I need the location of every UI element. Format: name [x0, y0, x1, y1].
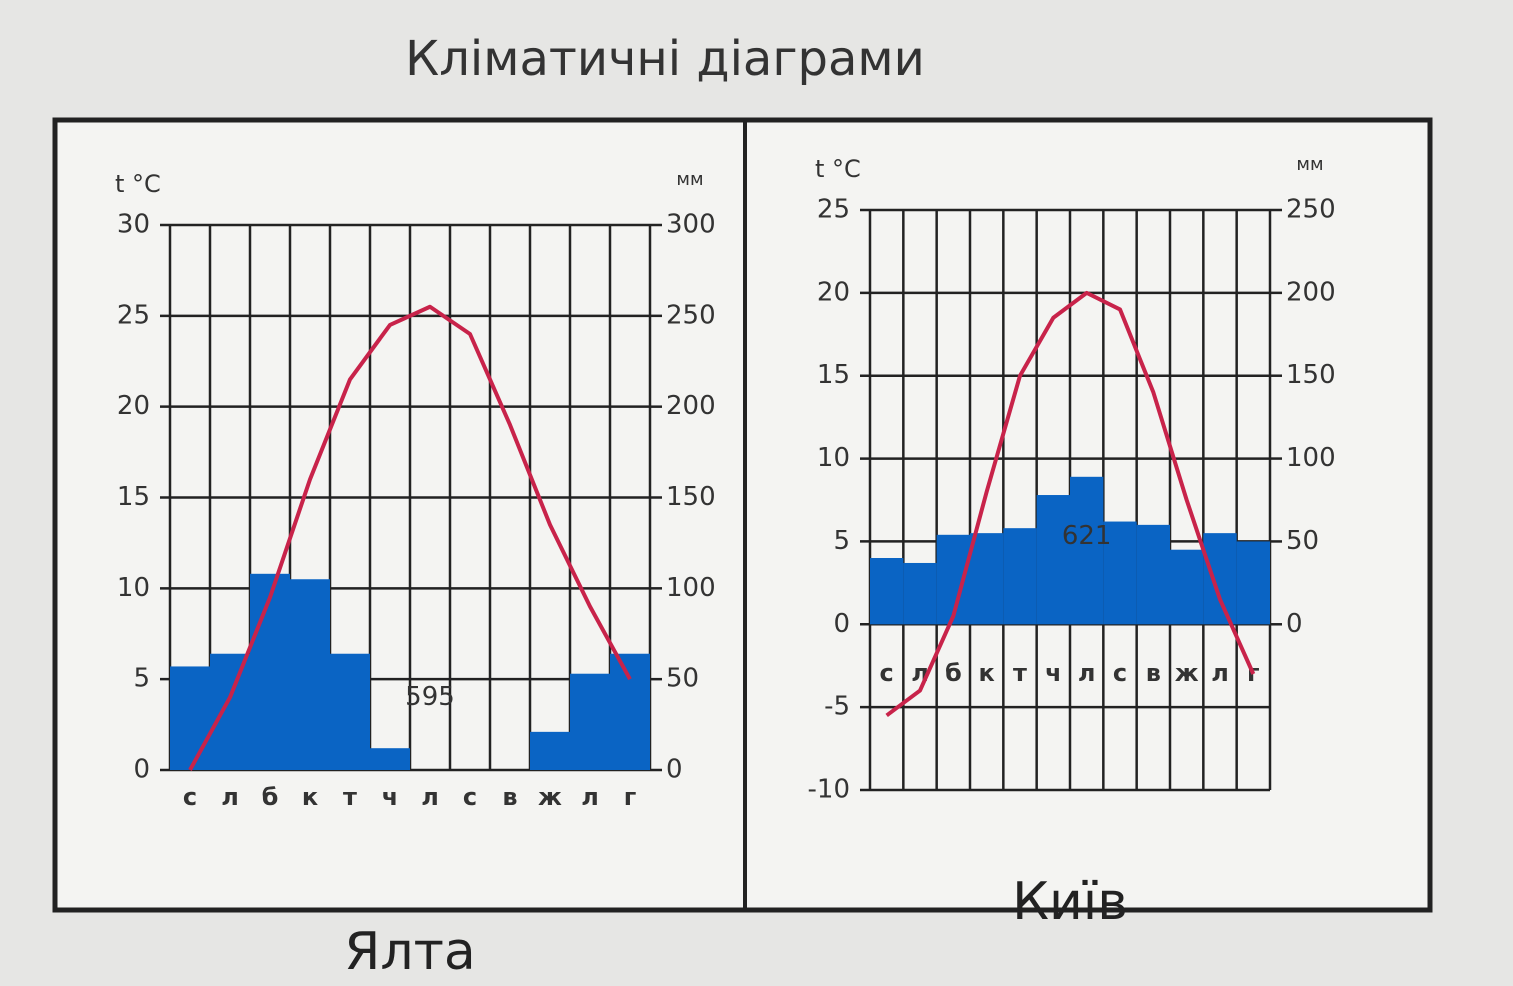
bar: [250, 573, 290, 770]
x-tick-label: л: [221, 783, 239, 811]
y-tick-label: 10: [117, 573, 150, 603]
x-tick-label: л: [421, 783, 439, 811]
annual-total: 621: [1062, 521, 1112, 551]
y-tick-label: 30: [117, 210, 150, 240]
y-tick-label: 15: [817, 360, 850, 390]
x-tick-label: т: [343, 783, 357, 811]
bar: [903, 562, 937, 625]
bar: [570, 673, 610, 770]
bar: [870, 558, 904, 625]
bar: [1036, 495, 1070, 625]
x-tick-label: с: [463, 783, 477, 811]
bar: [1070, 476, 1104, 625]
x-tick-label: ч: [1045, 659, 1061, 687]
x-tick-label: к: [979, 659, 995, 687]
y2-tick-label: 300: [666, 210, 716, 240]
y2-tick-label: 50: [666, 664, 699, 694]
x-tick-label: б: [945, 659, 962, 687]
y2-tick-label: 0: [666, 755, 683, 785]
y-tick-label: -5: [824, 692, 850, 722]
bar: [1236, 541, 1270, 625]
y2-tick-label: 200: [666, 391, 716, 421]
bar: [1136, 524, 1170, 625]
y2-tick-label: 200: [1286, 277, 1336, 307]
y-tick-label: 0: [833, 609, 850, 639]
bar: [1003, 528, 1037, 625]
x-tick-label: ж: [1175, 659, 1199, 687]
bar: [290, 579, 330, 770]
y2-tick-label: 100: [666, 573, 716, 603]
y2-axis-label: мм: [676, 169, 703, 190]
y-tick-label: 10: [817, 443, 850, 473]
chart-caption: Київ: [1012, 872, 1128, 932]
x-tick-label: л: [581, 783, 599, 811]
bar: [330, 653, 370, 770]
bar: [1103, 521, 1137, 625]
bar: [370, 748, 410, 770]
bar: [1170, 549, 1204, 625]
y-tick-label: 0: [133, 755, 150, 785]
x-tick-label: в: [1146, 659, 1161, 687]
x-tick-label: л: [1078, 659, 1096, 687]
y-axis-label: t °C: [815, 155, 861, 183]
temperature-line: [188, 304, 632, 771]
bar: [1203, 533, 1237, 625]
bar: [210, 653, 250, 770]
bar: [610, 653, 650, 770]
temperature-line: [885, 290, 1256, 718]
page-title: Кліматичні діаграми: [405, 31, 925, 87]
annual-total: 595: [405, 682, 455, 712]
frame: [52, 117, 1433, 913]
y2-tick-label: 250: [666, 300, 716, 330]
x-tick-label: к: [302, 783, 318, 811]
y-tick-label: 5: [133, 664, 150, 694]
y2-tick-label: 50: [1286, 526, 1319, 556]
y2-tick-label: 0: [1286, 609, 1303, 639]
bar: [170, 666, 210, 770]
bar: [530, 731, 570, 770]
y-tick-label: 25: [117, 300, 150, 330]
y-tick-label: 5: [833, 526, 850, 556]
y2-tick-label: 250: [1286, 195, 1336, 225]
x-tick-label: с: [1113, 659, 1127, 687]
y-tick-label: 20: [817, 277, 850, 307]
y-tick-label: -10: [808, 775, 850, 805]
x-tick-label: т: [1013, 659, 1027, 687]
bar: [970, 533, 1004, 625]
x-tick-label: г: [624, 783, 637, 811]
x-tick-label: л: [1211, 659, 1229, 687]
chart-caption: Ялта: [344, 922, 476, 982]
y-tick-label: 20: [117, 391, 150, 421]
x-tick-label: в: [502, 783, 517, 811]
y2-tick-label: 150: [666, 482, 716, 512]
x-tick-label: ч: [382, 783, 398, 811]
x-tick-label: с: [183, 783, 197, 811]
x-tick-label: с: [880, 659, 894, 687]
y-tick-label: 15: [117, 482, 150, 512]
y-axis-label: t °C: [115, 170, 161, 198]
y2-tick-label: 100: [1286, 443, 1336, 473]
y2-axis-label: мм: [1296, 154, 1323, 175]
y2-tick-label: 150: [1286, 360, 1336, 390]
x-tick-label: б: [262, 783, 279, 811]
x-tick-label: ж: [538, 783, 562, 811]
y-tick-label: 25: [817, 195, 850, 225]
